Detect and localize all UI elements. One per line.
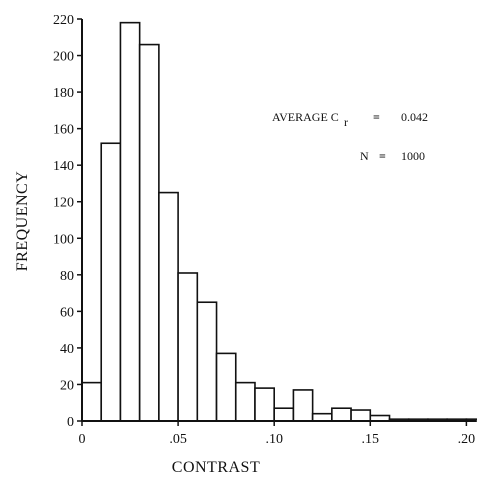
y-tick-label: 40: [60, 342, 74, 357]
bars-group: [81, 21, 477, 422]
bar-0: [81, 381, 103, 422]
annotation-average-value: 0.042: [401, 110, 428, 124]
annotation-average-label: AVERAGE C: [272, 110, 339, 124]
y-tick-label: 100: [53, 232, 74, 247]
y-tick-label: 80: [60, 269, 74, 284]
annotation-n-label: N: [360, 149, 369, 163]
x-ticks-group: 0 .05 .10 .15 .20: [79, 421, 476, 447]
bar-9: [254, 387, 275, 422]
y-tick-label: 180: [53, 86, 74, 101]
bar-13: [331, 407, 352, 422]
annotation-n-eq: =: [379, 149, 386, 163]
y-tick-label: 20: [60, 378, 74, 393]
annotation-average-subscript: r: [344, 115, 348, 129]
bar-5: [177, 272, 199, 422]
bar-3: [138, 43, 160, 422]
annotation-n: N = 1000: [360, 149, 425, 163]
y-ticks-group: 0 20 40 60 80 100 120 140 160 180 200 220: [53, 13, 82, 430]
annotation-n-value: 1000: [401, 149, 425, 163]
x-axis-title: CONTRAST: [172, 459, 260, 476]
x-tick-label: .20: [458, 432, 476, 447]
bar-1: [100, 142, 122, 422]
y-tick-label: 120: [53, 196, 74, 211]
bar-4: [158, 191, 179, 422]
y-axis-title: FREQUENCY: [14, 171, 31, 272]
bar-10: [273, 407, 295, 422]
y-tick-label: 140: [53, 159, 74, 174]
y-tick-label: 160: [53, 123, 74, 138]
bar-7: [215, 352, 237, 422]
y-tick-label: 60: [60, 305, 74, 320]
x-tick-label: 0: [79, 432, 86, 447]
bar-8: [234, 381, 256, 422]
bar-11: [292, 389, 314, 422]
bar-14: [350, 409, 372, 422]
axes-group: [81, 19, 476, 422]
bar-2: [119, 21, 141, 422]
x-tick-label: .15: [362, 432, 380, 447]
y-tick-label: 200: [53, 50, 74, 65]
bar-12: [311, 412, 333, 422]
y-tick-label: 0: [67, 415, 74, 430]
annotation-average-eq: =: [373, 110, 380, 124]
y-tick-label: 220: [53, 13, 74, 28]
x-tick-label: .10: [265, 432, 283, 447]
annotation-average: AVERAGE C r = 0.042: [272, 110, 428, 129]
x-tick-label: .05: [169, 432, 187, 447]
bar-6: [196, 301, 218, 422]
